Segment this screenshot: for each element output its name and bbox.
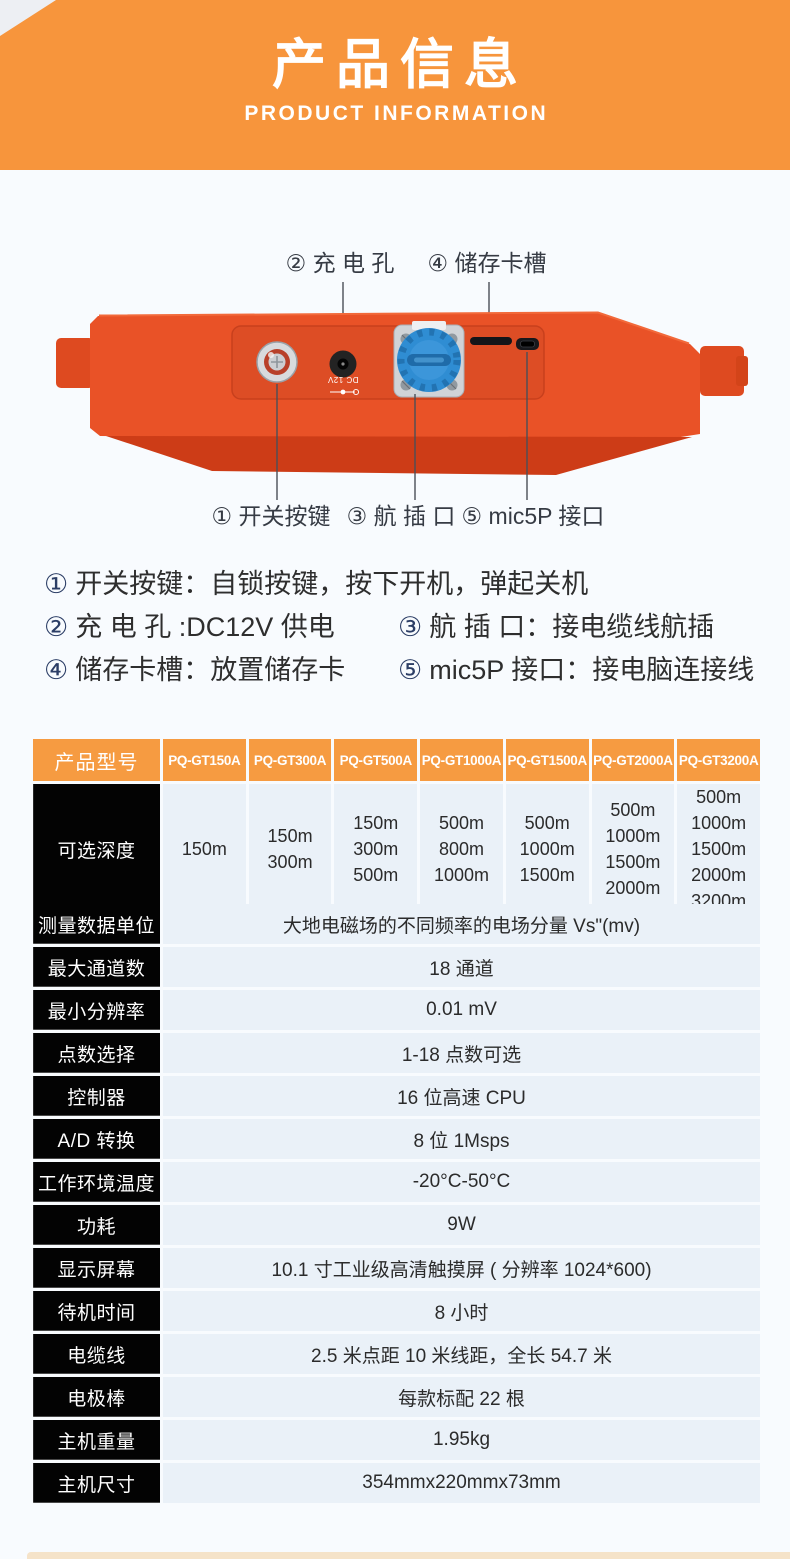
table-row: 最小分辨率 0.01 mV	[33, 990, 760, 1030]
dc-jack: DC 12V	[327, 350, 360, 396]
note-text: 开关按键：自锁按键，按下开机，弹起关机	[75, 569, 589, 599]
dc-label-group: DC 12V	[327, 375, 360, 396]
callout-mic5p: ⑤ mic5P 接口	[462, 503, 605, 529]
note-mic5p: ⑤ mic5P 接口：接电脑连接线	[398, 654, 754, 686]
header-model: PQ-GT300A	[248, 739, 332, 781]
row-label: 电极棒	[33, 1377, 160, 1417]
note-power-button: ① 开关按键：自锁按键，按下开机，弹起关机	[44, 568, 588, 600]
depth-cell: 500m 1000m 1500m 2000m	[591, 784, 675, 914]
table-row: 最大通道数 18 通道	[33, 947, 760, 987]
table-row: 显示屏幕 10.1 寸工业级高清触摸屏 ( 分辨率 1024*600)	[33, 1248, 760, 1288]
depth-cell: 500m 800m 1000m	[420, 784, 503, 914]
row-value: 354mmx220mmx73mm	[163, 1463, 760, 1503]
table-row: 控制器 16 位高速 CPU	[33, 1076, 760, 1116]
device-photo: ② 充 电 孔 ④ 储存卡槽	[56, 250, 748, 529]
note-text: 航 插 口：接电缆线航插	[429, 612, 715, 642]
table-row: 电缆线 2.5 米点距 10 米线距，全长 54.7 米	[33, 1334, 760, 1374]
callout-power-button: ① 开关按键	[211, 503, 330, 529]
header-product-model: 产品型号	[33, 739, 160, 781]
row-value: -20°C-50°C	[163, 1162, 760, 1202]
row-label: 控制器	[33, 1076, 160, 1116]
depth-cell: 500m 1000m 1500m 2000m 3200m	[677, 784, 760, 914]
row-label: A/D 转换	[33, 1119, 160, 1159]
row-value: 9W	[163, 1205, 760, 1245]
row-value: 大地电磁场的不同频率的电场分量 Vs"(mv)	[163, 904, 760, 944]
row-value: 0.01 mV	[163, 990, 760, 1030]
row-label: 显示屏幕	[33, 1248, 160, 1288]
table-row: 主机尺寸 354mmx220mmx73mm	[33, 1463, 760, 1503]
header-model: PQ-GT1500A	[505, 739, 589, 781]
row-label: 主机尺寸	[33, 1463, 160, 1503]
aviation-connector	[393, 321, 465, 398]
row-label: 电缆线	[33, 1334, 160, 1374]
row-label: 功耗	[33, 1205, 160, 1245]
note-text: 充 电 孔 :DC12V 供电	[75, 612, 335, 642]
depth-cell: 150m 300m	[248, 784, 332, 914]
header-model: PQ-GT150A	[163, 739, 246, 781]
next-section-edge	[27, 1552, 790, 1559]
table-row: 电极棒 每款标配 22 根	[33, 1377, 760, 1417]
dc-port-print: DC 12V	[327, 375, 358, 384]
table-header-row: 产品型号 PQ-GT150A PQ-GT300A PQ-GT500A PQ-GT…	[33, 739, 760, 781]
row-label: 点数选择	[33, 1033, 160, 1073]
header-model: PQ-GT2000A	[591, 739, 675, 781]
row-value: 1.95kg	[163, 1420, 760, 1460]
device-body: DC 12V	[56, 311, 748, 475]
spec-table: 产品型号 PQ-GT150A PQ-GT300A PQ-GT500A PQ-GT…	[33, 739, 760, 1506]
note-number: ③	[398, 612, 423, 642]
row-label: 最大通道数	[33, 947, 160, 987]
table-row: 主机重量 1.95kg	[33, 1420, 760, 1460]
table-row: 待机时间 8 小时	[33, 1291, 760, 1331]
note-number: ⑤	[398, 655, 423, 685]
mic5p-port	[516, 338, 539, 350]
row-value: 1-18 点数可选	[163, 1033, 760, 1073]
depth-cell: 150m	[163, 784, 246, 914]
row-label: 最小分辨率	[33, 990, 160, 1030]
row-label: 待机时间	[33, 1291, 160, 1331]
table-row-depth: 可选深度 150m 150m 300m 150m 300m 500m 500m …	[33, 784, 760, 914]
callout-card-slot: ④ 储存卡槽	[427, 250, 546, 276]
table-row: A/D 转换 8 位 1Msps	[33, 1119, 760, 1159]
banner: 产品信息 PRODUCT INFORMATION	[0, 0, 790, 170]
note-number: ①	[44, 569, 69, 599]
row-value: 16 位高速 CPU	[163, 1076, 760, 1116]
table-row: 工作环境温度 -20°C-50°C	[33, 1162, 760, 1202]
table-row: 点数选择 1-18 点数可选	[33, 1033, 760, 1073]
page-title: 产品信息	[272, 35, 528, 95]
callout-charge-port: ② 充 电 孔	[286, 250, 395, 276]
note-number: ②	[44, 612, 69, 642]
row-label: 测量数据单位	[33, 904, 160, 944]
card-slot	[470, 337, 512, 345]
depth-cell: 500m 1000m 1500m	[505, 784, 589, 914]
row-value: 8 位 1Msps	[163, 1119, 760, 1159]
depth-cell: 150m 300m 500m	[334, 784, 418, 914]
note-card-slot: ④ 储存卡槽：放置储存卡	[44, 654, 345, 686]
callout-aviation-plug: ③ 航 插 口	[347, 503, 456, 529]
table-row: 测量数据单位 大地电磁场的不同频率的电场分量 Vs"(mv)	[33, 904, 760, 944]
header-model: PQ-GT3200A	[677, 739, 760, 781]
note-text: 储存卡槽：放置储存卡	[75, 655, 346, 685]
header-model: PQ-GT1000A	[420, 739, 503, 781]
row-value: 2.5 米点距 10 米线距，全长 54.7 米	[163, 1334, 760, 1374]
table-row: 功耗 9W	[33, 1205, 760, 1245]
note-text: mic5P 接口：接电脑连接线	[429, 655, 755, 685]
row-value: 18 通道	[163, 947, 760, 987]
page-subtitle: PRODUCT INFORMATION	[244, 102, 549, 126]
note-number: ④	[44, 655, 69, 685]
row-value: 每款标配 22 根	[163, 1377, 760, 1417]
row-label: 可选深度	[33, 784, 160, 914]
header-model: PQ-GT500A	[334, 739, 418, 781]
power-button	[256, 341, 298, 383]
row-label: 主机重量	[33, 1420, 160, 1460]
row-value: 10.1 寸工业级高清触摸屏 ( 分辨率 1024*600)	[163, 1248, 760, 1288]
row-label: 工作环境温度	[33, 1162, 160, 1202]
row-value: 8 小时	[163, 1291, 760, 1331]
